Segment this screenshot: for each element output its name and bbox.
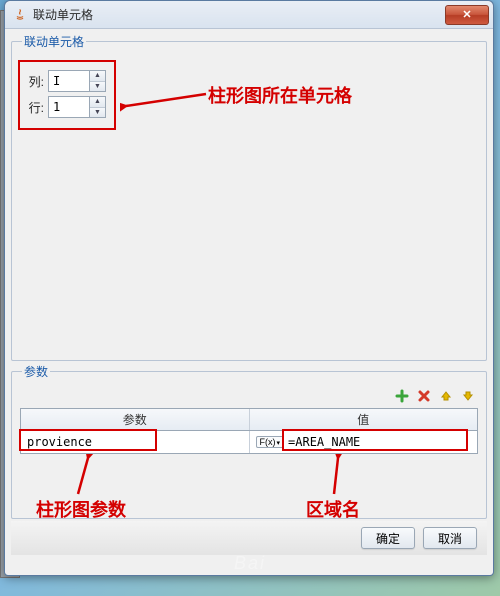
annotation-region-name: 区域名 [306,496,360,522]
row-input[interactable] [49,97,89,117]
cell-redbox: 列: ▲ ▼ 行: ▲ ▼ [18,60,116,130]
java-icon [13,8,27,22]
col-label: 列: [24,73,44,90]
dialog-window: 联动单元格 ✕ 联动单元格 列: ▲ ▼ 行 [4,0,494,576]
col-spin-up[interactable]: ▲ [90,71,105,82]
col-header-value[interactable]: 值 [250,409,478,430]
add-icon[interactable] [394,388,410,404]
col-spinner[interactable]: ▲ ▼ [48,70,106,92]
table-row[interactable]: provience F(x)▾ =AREA_NAME [21,431,477,453]
ok-button[interactable]: 确定 [361,527,415,549]
linked-cell-fieldset: 联动单元格 列: ▲ ▼ 行: [11,33,487,361]
row-spinner[interactable]: ▲ ▼ [48,96,106,118]
params-fieldset: 参数 参数 值 provience F(x)▾ [11,363,487,519]
row-spin-up[interactable]: ▲ [90,97,105,108]
table-header-row: 参数 值 [21,409,477,431]
titlebar[interactable]: 联动单元格 ✕ [5,1,493,29]
col-spin-down[interactable]: ▼ [90,82,105,92]
params-toolbar [20,386,478,408]
params-legend: 参数 [22,363,50,380]
cancel-button[interactable]: 取消 [423,527,477,549]
col-header-name[interactable]: 参数 [21,409,250,430]
annotation-cell-location: 柱形图所在单元格 [208,82,352,108]
fx-button[interactable]: F(x)▾ [256,436,285,448]
row-spin-down[interactable]: ▼ [90,108,105,118]
param-name-text: provience [21,435,98,449]
annotation-param-name: 柱形图参数 [36,496,126,522]
col-input[interactable] [49,71,89,91]
annotation-arrow-3 [310,454,360,498]
param-value-text: =AREA_NAME [288,435,366,449]
annotation-arrow-2 [48,454,108,498]
close-button[interactable]: ✕ [445,5,489,25]
down-icon[interactable] [460,388,476,404]
param-value-cell[interactable]: F(x)▾ =AREA_NAME [250,431,478,453]
delete-icon[interactable] [416,388,432,404]
window-title: 联动单元格 [33,6,439,23]
watermark: Bai [234,553,266,574]
dialog-footer: 确定 取消 [11,521,487,555]
close-icon: ✕ [462,8,471,21]
param-name-cell[interactable]: provience [21,431,250,453]
row-label: 行: [24,99,44,116]
annotation-arrow-1 [120,84,210,114]
params-table: 参数 值 provience F(x)▾ =AREA_NAME [20,408,478,454]
client-area: 联动单元格 列: ▲ ▼ 行: [5,29,493,575]
up-icon[interactable] [438,388,454,404]
linked-cell-legend: 联动单元格 [22,33,86,50]
